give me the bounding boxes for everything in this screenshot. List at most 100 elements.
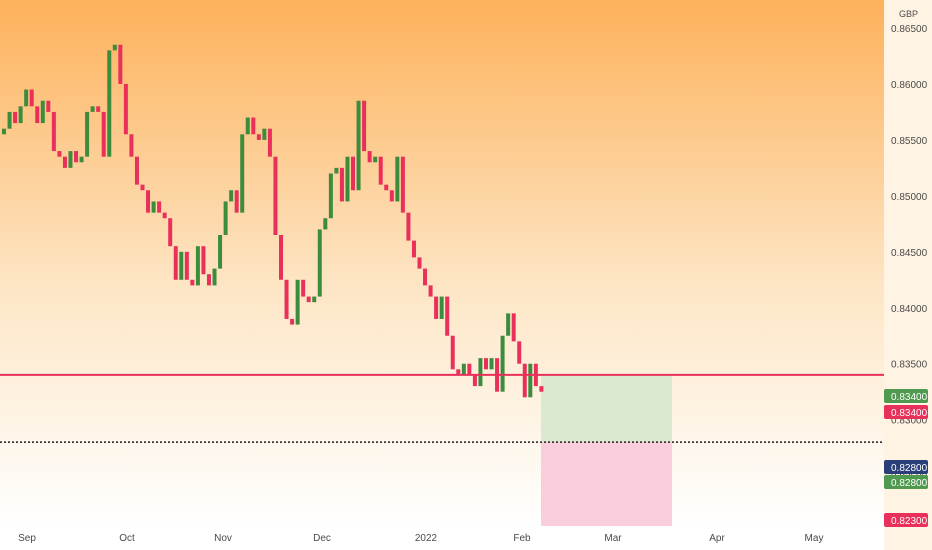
candle bbox=[522, 363, 527, 398]
candle bbox=[223, 201, 228, 236]
candle bbox=[212, 268, 217, 286]
candle bbox=[7, 111, 12, 129]
candle-series bbox=[2, 44, 544, 398]
y-tick-label: 0.83000 bbox=[891, 416, 928, 427]
candle bbox=[339, 167, 344, 202]
candle bbox=[389, 190, 394, 202]
price-badge bbox=[884, 405, 928, 419]
candle bbox=[118, 44, 123, 84]
y-tick-label: 0.86000 bbox=[891, 80, 928, 91]
candle bbox=[328, 173, 333, 219]
plot-background bbox=[0, 0, 884, 526]
candle bbox=[417, 257, 422, 269]
candle bbox=[201, 246, 206, 275]
candle bbox=[500, 335, 505, 392]
profit-zone bbox=[541, 374, 672, 443]
price-badge-label: 0.83400 bbox=[891, 392, 928, 403]
candle bbox=[112, 44, 117, 51]
candle bbox=[151, 201, 156, 213]
candle bbox=[57, 151, 62, 157]
candle bbox=[68, 151, 73, 168]
candle bbox=[146, 190, 151, 213]
candle bbox=[79, 156, 84, 163]
y-tick-label: 0.83500 bbox=[891, 360, 928, 371]
candle bbox=[256, 134, 261, 140]
candle bbox=[62, 156, 67, 168]
candle bbox=[351, 156, 356, 191]
candle bbox=[173, 246, 178, 280]
candle bbox=[134, 156, 139, 185]
price-badge-label: 0.82300 bbox=[891, 516, 928, 527]
time-axis-background bbox=[0, 526, 884, 550]
candle bbox=[40, 100, 45, 124]
time-axis[interactable]: Sep Oct Nov Dec 2022 Feb Mar Apr May bbox=[18, 533, 823, 544]
candle bbox=[245, 117, 250, 135]
candle bbox=[179, 251, 184, 280]
candle bbox=[483, 358, 488, 370]
candle bbox=[489, 358, 494, 370]
candle bbox=[461, 363, 466, 375]
candle bbox=[35, 106, 40, 124]
candle bbox=[334, 167, 339, 174]
price-badge bbox=[884, 389, 928, 403]
candle bbox=[168, 218, 173, 247]
candle bbox=[162, 212, 167, 219]
candle bbox=[234, 190, 239, 213]
candle bbox=[184, 251, 189, 280]
x-tick-label: Dec bbox=[313, 533, 331, 544]
candle bbox=[218, 235, 223, 269]
candle bbox=[123, 83, 128, 135]
candle bbox=[423, 268, 428, 286]
candle bbox=[190, 279, 195, 286]
candle bbox=[290, 318, 295, 325]
candle bbox=[295, 279, 300, 325]
price-badge-label: 0.82800 bbox=[891, 478, 928, 489]
candle bbox=[528, 363, 533, 398]
candle bbox=[13, 111, 18, 124]
candle bbox=[29, 89, 34, 107]
candle bbox=[267, 128, 272, 157]
candle bbox=[367, 151, 372, 163]
candle bbox=[46, 100, 51, 112]
candle bbox=[251, 117, 256, 135]
candle bbox=[445, 296, 450, 336]
price-badge-label: 0.82800 bbox=[891, 463, 928, 474]
candle bbox=[511, 313, 516, 342]
candle bbox=[18, 106, 23, 124]
candle bbox=[517, 341, 522, 364]
x-tick-label: May bbox=[805, 533, 824, 544]
candle bbox=[140, 184, 145, 191]
currency-label: GBP bbox=[899, 9, 918, 19]
candle bbox=[478, 358, 483, 387]
candle bbox=[434, 296, 439, 319]
candle bbox=[323, 218, 328, 230]
x-tick-label: Sep bbox=[18, 533, 36, 544]
x-tick-label: Nov bbox=[214, 533, 232, 544]
candle bbox=[96, 106, 101, 112]
candle bbox=[362, 100, 367, 152]
candle bbox=[439, 296, 444, 319]
price-badge bbox=[884, 513, 928, 527]
candle bbox=[384, 184, 389, 191]
candle bbox=[129, 134, 134, 157]
candle bbox=[157, 201, 162, 213]
candle bbox=[456, 369, 461, 375]
candle bbox=[506, 313, 511, 336]
candle bbox=[472, 374, 477, 387]
loss-zone bbox=[541, 442, 672, 526]
candle bbox=[400, 156, 405, 213]
candle bbox=[262, 128, 267, 140]
y-tick-label: 0.84500 bbox=[891, 248, 928, 259]
candle bbox=[206, 274, 211, 286]
candle bbox=[373, 156, 378, 163]
axis-background bbox=[884, 0, 932, 550]
price-badges: 0.83400 0.83400 0.82800 0.82800 0.82300 bbox=[884, 389, 928, 527]
candle bbox=[2, 128, 6, 135]
candle bbox=[539, 386, 544, 392]
candle bbox=[301, 279, 306, 297]
position-zones bbox=[541, 374, 672, 526]
candle bbox=[240, 134, 245, 213]
y-tick-label: 0.85500 bbox=[891, 136, 928, 147]
candle bbox=[273, 156, 278, 236]
